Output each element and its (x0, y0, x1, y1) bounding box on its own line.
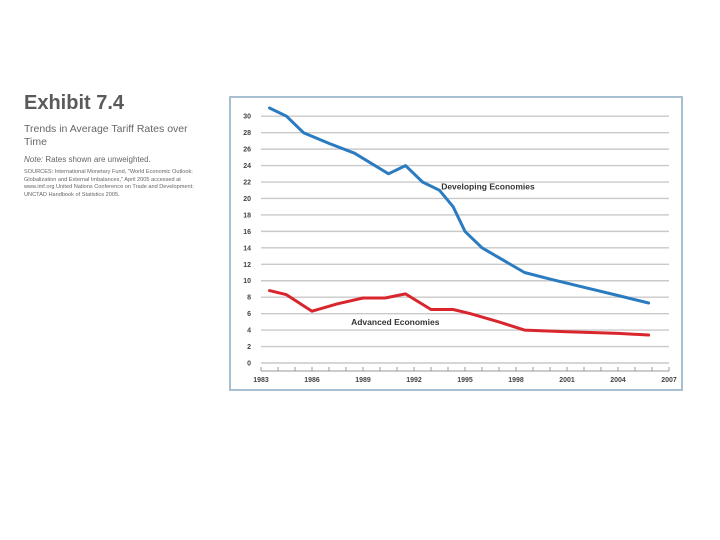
x-tick-label-1992: 1992 (406, 377, 422, 384)
chart-frame: 0 2 4 6 8 10 12 14 16 18 20 22 24 26 28 30 1983 1986 1989 1… (229, 96, 683, 391)
note-text: Rates shown are unweighted. (45, 155, 151, 165)
y-tick-label-6: 6 (247, 311, 251, 318)
y-tick-label-18: 18 (243, 212, 251, 219)
x-tick-label-1995: 1995 (457, 377, 473, 384)
y-tick-label-20: 20 (243, 196, 251, 203)
y-tick-label-12: 12 (243, 262, 251, 269)
y-tick-label-28: 28 (243, 130, 251, 137)
x-tick-label-1986: 1986 (304, 377, 320, 384)
x-tick-label-2007: 2007 (661, 377, 677, 384)
y-tick-label-22: 22 (243, 180, 251, 187)
series-label-advanced-economies: Advanced Economies (351, 317, 440, 327)
exhibit-note: Note: Rates shown are unweighted. (24, 155, 220, 164)
y-tick-label-26: 26 (243, 147, 251, 154)
exhibit-subtitle: Trends in Average Tariff Rates over Time (24, 123, 188, 149)
y-tick-label-30: 30 (243, 114, 251, 121)
x-tick-label-1998: 1998 (508, 377, 524, 384)
x-tick-label-1989: 1989 (355, 377, 371, 384)
exhibit-panel: Exhibit 7.4 Trends in Average Tariff Rat… (24, 92, 220, 199)
x-tick-label-2004: 2004 (610, 377, 626, 384)
y-tick-label-2: 2 (247, 344, 251, 351)
y-tick-label-24: 24 (243, 163, 251, 170)
series-line-developing-economies (268, 106, 651, 305)
exhibit-title: Exhibit 7.4 (24, 92, 125, 114)
x-tick-label-2001: 2001 (559, 377, 575, 384)
x-tick-label-1983: 1983 (253, 377, 269, 384)
y-tick-label-10: 10 (243, 278, 251, 285)
y-tick-label-8: 8 (247, 295, 251, 302)
y-tick-label-16: 16 (243, 229, 251, 236)
note-label: Note: (24, 155, 44, 165)
y-tick-label-14: 14 (243, 245, 251, 252)
series-label-developing-economies: Developing Economies (441, 181, 535, 191)
exhibit-sources: SOURCES: International Monetary Fund, "W… (24, 169, 194, 198)
y-tick-label-0: 0 (247, 361, 251, 368)
y-tick-label-4: 4 (247, 328, 251, 335)
